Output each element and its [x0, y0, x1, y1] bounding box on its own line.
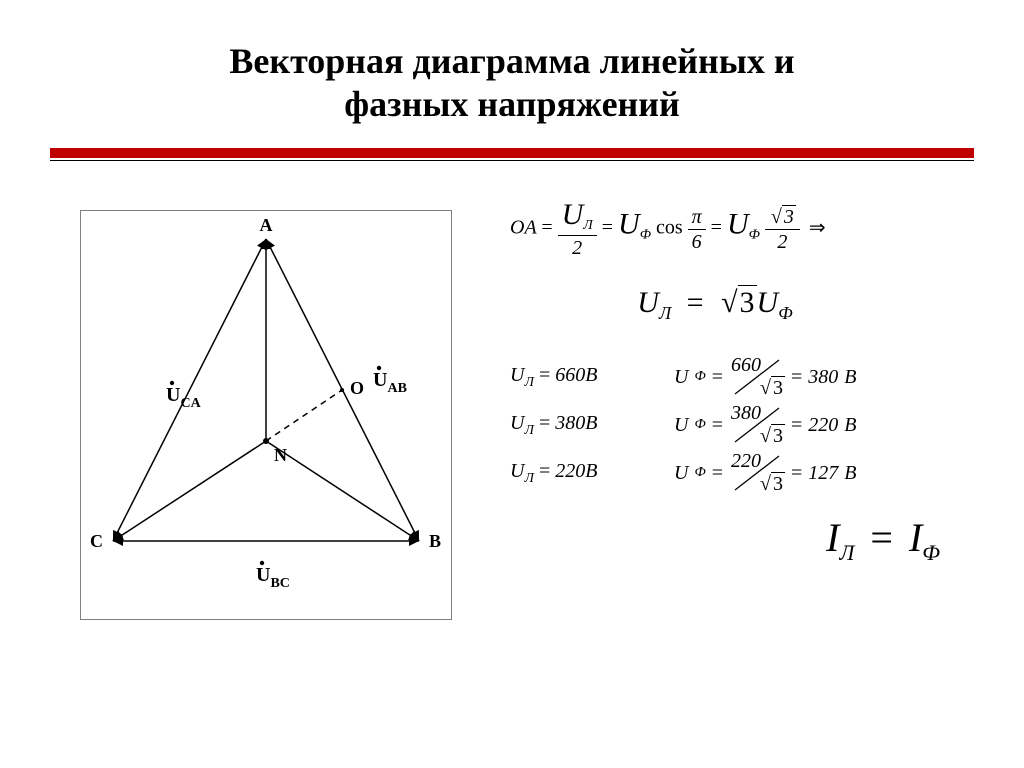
eq-derivation: OA = UЛ 2 = UФ cos π 6 = UФ 3 2 ⇒ [510, 200, 980, 258]
eq1-frac-pi6: π 6 [688, 207, 706, 252]
svg-text:C: C [90, 531, 103, 551]
voltage-table: UЛ = 660В UФ=6603=380В UЛ = 380В UФ=3803=22… [510, 356, 980, 494]
eq-current-relation: IЛ = IФ [510, 514, 980, 566]
rule-red-bar [50, 148, 974, 158]
svg-text:UAB: UAB [373, 369, 407, 396]
svg-text:O: O [350, 378, 364, 398]
svg-text:A: A [260, 215, 273, 235]
implies-symbol: ⇒ [809, 217, 826, 239]
eq1-frac-UL2: UЛ 2 [558, 200, 597, 258]
row-rhs: UФ=2203=127В [674, 452, 857, 494]
page-title: Векторная диаграмма линейных и фазных на… [0, 40, 1024, 126]
equations: OA = UЛ 2 = UФ cos π 6 = UФ 3 2 ⇒ [510, 200, 980, 566]
title-line-2: фазных напряжений [344, 84, 680, 124]
row-rhs: UФ=3803=220В [674, 404, 857, 446]
voltage-row: UЛ = 380В UФ=3803=220В [510, 404, 980, 446]
svg-text:UBC: UBC [256, 564, 290, 591]
svg-text:UCA: UCA [166, 384, 202, 411]
row-lhs: UЛ = 660В [510, 364, 650, 391]
rule-thin-line [50, 160, 974, 161]
eq1-OA: OA [510, 217, 536, 239]
row-lhs: UЛ = 380В [510, 412, 650, 439]
title-underline [50, 148, 974, 161]
row-rhs: UФ=6603=380В [674, 356, 857, 398]
slash-fraction: 3803 [729, 404, 785, 446]
svg-text:N: N [274, 445, 287, 465]
vector-diagram: A B C N O UCA UAB UBC [80, 210, 452, 620]
voltage-row: UЛ = 660В UФ=6603=380В [510, 356, 980, 398]
slash-fraction: 2203 [729, 452, 785, 494]
voltage-row: UЛ = 220В UФ=2203=127В [510, 452, 980, 494]
slide: Векторная диаграмма линейных и фазных на… [0, 0, 1024, 768]
title-line-1: Векторная диаграмма линейных и [229, 41, 794, 81]
eq1-frac-root3-2: 3 2 [765, 207, 800, 252]
eq-main-relation: UЛ = 3UФ [510, 286, 980, 324]
row-lhs: UЛ = 220В [510, 460, 650, 487]
slash-fraction: 6603 [729, 356, 785, 398]
eq1-cos: cos [656, 217, 683, 239]
svg-text:B: B [429, 531, 441, 551]
